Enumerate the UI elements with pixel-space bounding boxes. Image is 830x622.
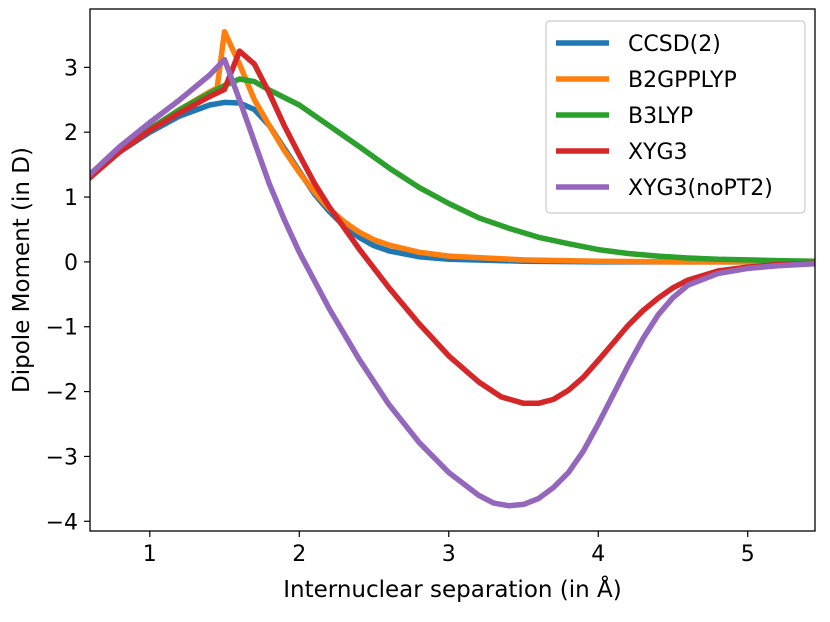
- y-tick-label: −1: [46, 316, 78, 341]
- y-axis-ticks: −4 −3 −2 −1 0 1 2 3: [46, 56, 90, 535]
- series-line-xyg3-nopt2: [90, 56, 815, 509]
- legend-label-xyg3: XYG3: [628, 140, 688, 165]
- y-tick-label: 2: [64, 121, 78, 146]
- y-tick-label: −3: [46, 445, 78, 470]
- legend-label-b3lyp: B3LYP: [628, 104, 693, 129]
- legend-label-ccsd-2: CCSD(2): [628, 32, 721, 57]
- legend-box: [545, 20, 806, 214]
- series-line-b3lyp: [90, 76, 815, 264]
- series-line-xyg3: [90, 48, 815, 407]
- x-tick-label: 1: [143, 542, 157, 567]
- y-axis-title: Dipole Moment (in D): [9, 147, 35, 393]
- legend-label-b2gpplyp: B2GPPLYP: [628, 68, 737, 93]
- x-tick-label: 3: [442, 542, 456, 567]
- plot-frame: [89, 8, 816, 532]
- legend: CCSD(2) B2GPPLYP B3LYP XYG3 XYG3(noPT2): [545, 20, 806, 214]
- y-tick-label: 3: [64, 56, 78, 81]
- y-tick-label: −2: [46, 381, 78, 406]
- x-axis-title: Internuclear separation (in Å): [283, 575, 622, 603]
- x-tick-label: 2: [292, 542, 306, 567]
- x-axis-ticks: 1 2 3 4 5: [143, 531, 755, 567]
- legend-label-xyg3-nopt2: XYG3(noPT2): [628, 176, 773, 201]
- y-tick-label: −4: [46, 510, 78, 535]
- x-tick-label: 5: [741, 542, 755, 567]
- y-tick-label: 1: [64, 186, 78, 211]
- y-tick-label: 0: [64, 251, 78, 276]
- x-tick-label: 4: [591, 542, 605, 567]
- plot-lines: [90, 28, 815, 509]
